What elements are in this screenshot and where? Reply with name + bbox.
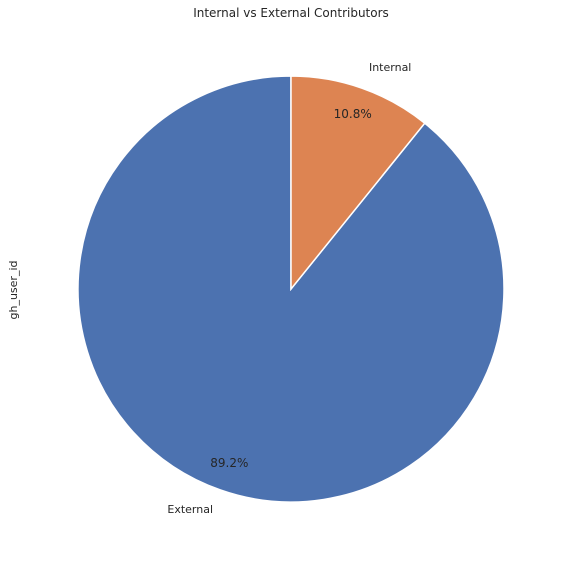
pie-slice-internal: [290, 75, 426, 292]
pie-percent-label-external: 89.2%: [210, 456, 248, 470]
pie-slices: [77, 75, 505, 503]
y-axis-label: gh_user_id: [7, 261, 20, 320]
pie-slice-label-internal: Internal: [369, 61, 411, 74]
pie-percent-label-internal: 10.8%: [334, 107, 372, 121]
pie-labels: 89.2% External 10.8% Internal: [167, 61, 411, 516]
pie-slice-external: [77, 75, 505, 503]
pie-slice-label-external: External: [167, 503, 213, 516]
chart-title: Internal vs External Contributors: [193, 6, 389, 20]
